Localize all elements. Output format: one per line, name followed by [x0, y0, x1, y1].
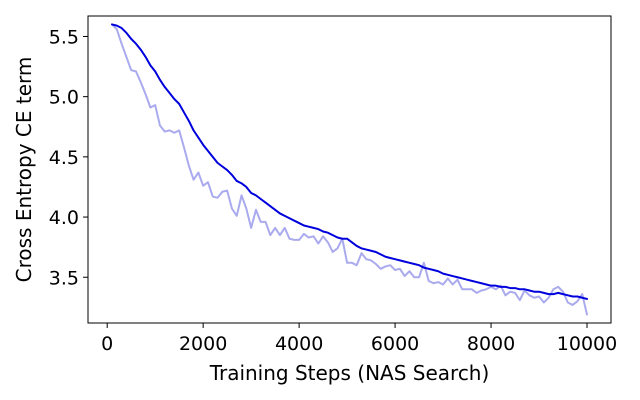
y-tick-label: 4.5 — [49, 147, 79, 169]
x-tick-label: 2000 — [179, 333, 227, 355]
series-layer — [110, 23, 589, 316]
x-axis: 0 2000 4000 6000 8000 10000 — [101, 323, 617, 355]
y-tick-label: 4.0 — [49, 207, 79, 229]
plot-frame — [87, 15, 612, 324]
x-axis-label: Training Steps (NAS Search) — [209, 361, 490, 385]
y-axis: 3.5 4.0 4.5 5.0 5.5 — [49, 26, 88, 289]
series-line-raw — [110, 23, 589, 316]
y-tick-label: 5.5 — [49, 26, 79, 48]
y-tick-label: 5.0 — [49, 87, 79, 109]
y-tick-label: 3.5 — [49, 267, 79, 289]
x-tick-label: 4000 — [275, 333, 323, 355]
series-line-smoothed — [110, 23, 589, 300]
x-tick-label: 8000 — [467, 333, 515, 355]
x-tick-label: 0 — [101, 333, 113, 355]
x-tick-label: 6000 — [371, 333, 419, 355]
x-tick-label: 10000 — [557, 333, 617, 355]
y-axis-label: Cross Entropy CE term — [12, 57, 36, 283]
